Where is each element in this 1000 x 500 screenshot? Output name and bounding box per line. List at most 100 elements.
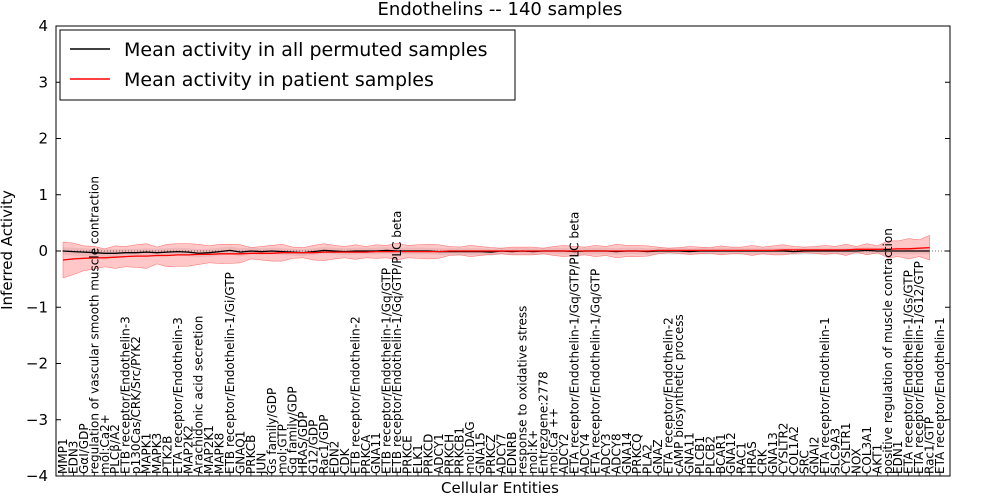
category-label: COL1A2 (787, 426, 801, 474)
category-label: PLCB2 (703, 436, 717, 474)
category-label: PRKCD (421, 434, 435, 474)
y-tick-label: −2 (26, 355, 48, 373)
category-label: ETA receptor/Endothelin-1 (818, 317, 832, 474)
category-label: ADCY7 (495, 433, 509, 474)
category-label: BCAR1 (714, 433, 728, 474)
category-label: cAMP biosynthetic process (672, 314, 686, 474)
legend: Mean activity in all permuted samples Me… (59, 29, 516, 101)
series-band-1 (62, 234, 930, 279)
category-label: PTK2B (160, 436, 174, 474)
confidence-bands (62, 234, 930, 279)
category-label: MAP2K1 (202, 425, 216, 474)
category-label: ADCY4 (578, 433, 592, 474)
category-label: Rac1/GTP (923, 417, 937, 474)
y-tick-label: 0 (38, 242, 48, 260)
category-label: PRKCH (442, 434, 456, 474)
category-label: response to oxidative stress (515, 306, 529, 474)
category-label: ETA receptor/Endothelin-3 (171, 317, 185, 474)
series-line-1 (62, 246, 930, 261)
category-label: ADCY3 (599, 433, 613, 474)
category-label: ETB receptor/Endothelin-1/Gq/GTP/PLC bet… (390, 211, 404, 474)
category-label: ETA receptor/Endothelin-2 (662, 317, 676, 474)
category-label: GNA11 (369, 432, 383, 474)
category-label: PRKCQ (630, 433, 644, 474)
category-label: PRKCZ (484, 435, 498, 474)
category-label: AKT1 (870, 444, 884, 474)
category-label: GNA12 (724, 432, 738, 474)
category-label: mol:Ca ++ (547, 408, 561, 474)
category-label: CDK (338, 447, 352, 474)
category-label: positive regulation of muscle contractio… (881, 228, 895, 474)
category-label: mol:K+ (526, 430, 540, 474)
category-label: CYSLTR2 (776, 423, 790, 474)
y-tick-label: 2 (38, 130, 48, 148)
y-tick-label: −4 (26, 467, 48, 485)
category-label: ADCY1 (432, 433, 446, 474)
y-tick-label: −1 (26, 298, 48, 316)
category-label: mol:DAG (463, 421, 477, 474)
category-label: PRKCB (244, 435, 258, 474)
category-label: mol:Ca2+ (98, 414, 112, 474)
y-axis-ticks: −4 −3 −2 −1 0 1 2 3 4 (26, 17, 950, 485)
category-label: MAPK8 (213, 433, 227, 474)
category-label: RAC1 (735, 442, 749, 474)
category-label: regulation of vascular smooth muscle con… (87, 176, 101, 474)
category-label: ADCY2 (557, 433, 571, 474)
category-label: SLC9A3 (829, 428, 843, 474)
category-label: HRAS/GDP (296, 411, 310, 474)
category-label: Gs family/GDP (265, 388, 279, 474)
category-label: GNAI2 (808, 436, 822, 474)
category-label: EDN1 (891, 441, 905, 474)
category-label: GαI/GDP (77, 423, 91, 474)
y-tick-label: 1 (38, 186, 48, 204)
legend-label-patient: Mean activity in patient samples (124, 69, 434, 91)
category-label: Gq family/GDP (286, 386, 300, 474)
category-label: GNAQ1 (234, 431, 248, 474)
category-label: JUN (254, 453, 268, 475)
category-label: PLCβ/A2 (108, 424, 122, 474)
category-label: HRAS (745, 441, 759, 474)
category-label: p130Cas/CRK/Src/PYK2 (129, 336, 143, 474)
category-label: MAPK3 (150, 433, 164, 474)
category-label: ETB receptor/Endothelin-2 (348, 316, 362, 474)
category-label: Entrezgene:2778 (536, 371, 550, 474)
chart-title: Endothelins -- 140 samples (378, 0, 623, 20)
category-label: MAPK1 (140, 433, 154, 474)
category-label: Arachidonic acid secretion (192, 316, 206, 474)
category-label: CRK (756, 448, 770, 474)
category-label: PLCB1 (693, 436, 707, 474)
series-lines (56, 246, 950, 261)
y-axis-title: Inferred Activity (0, 190, 16, 310)
y-tick-label: 3 (38, 73, 48, 91)
category-label: ETA receptor/Endothelin-1/G12/GTP (912, 261, 926, 474)
category-label: PRKCA (359, 434, 373, 474)
category-label: ETB receptor/Endothelin-1/Gq/GTP (380, 268, 394, 474)
category-label: GNA13 (766, 432, 780, 474)
category-label: EDNRB (505, 432, 519, 474)
category-label: ETA receptor/Endothelin-1/Gq/GTP (589, 269, 603, 474)
category-label: MAP2K2 (181, 425, 195, 474)
category-label: CYSLTR1 (839, 423, 853, 474)
legend-box (59, 29, 516, 101)
category-label: EDN2 (328, 441, 342, 474)
category-label: PRKCB1 (453, 427, 467, 474)
y-tick-label: 4 (38, 17, 48, 35)
category-label: GNAZ (651, 439, 665, 474)
category-label: MMP1 (56, 438, 70, 474)
category-label: ETA receptor/Endothelin-1/Gs/GTP (902, 270, 916, 474)
category-label: COL3A1 (860, 426, 874, 474)
category-label: mol:GTP (275, 424, 289, 474)
category-label: SRC (797, 450, 811, 474)
category-label: ADCY8 (609, 433, 623, 474)
category-label: GNA15 (474, 432, 488, 474)
category-label: G12/GDP (307, 420, 321, 474)
category-label: Rac1/GDP (317, 415, 331, 474)
category-label: ETB receptor/Endothelin-1/Gi/GTP (223, 272, 237, 474)
category-label: PRKCE (401, 435, 415, 474)
x-axis-title: Cellular Entities (441, 479, 559, 497)
category-label: ETA receptor/Endothelin-1 (933, 317, 947, 474)
plot-frame (55, 25, 951, 477)
y-tick-label: −3 (26, 411, 48, 429)
